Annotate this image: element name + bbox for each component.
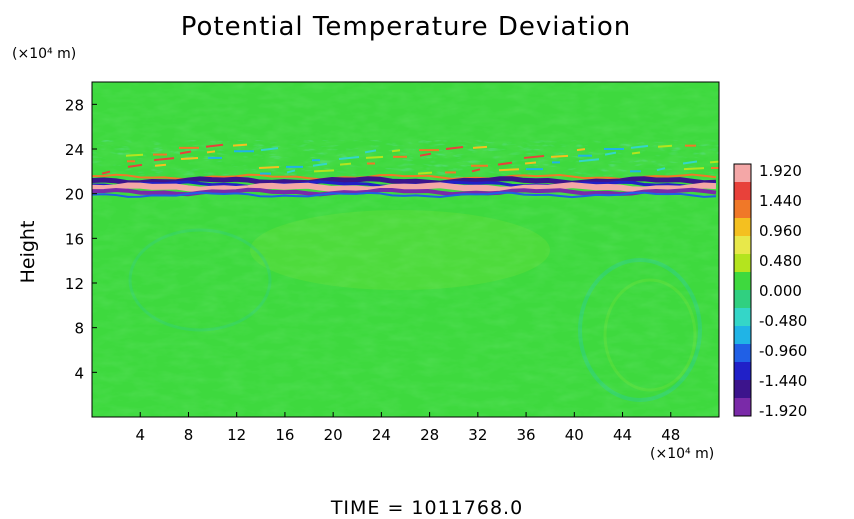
y-tick-label: 4 xyxy=(74,364,84,382)
heatmap-wave xyxy=(683,167,705,171)
heatmap-band xyxy=(92,191,717,199)
colorbar-swatch xyxy=(734,236,751,255)
colorbar-tick-label: -0.960 xyxy=(759,342,807,360)
heatmap-wave xyxy=(286,169,296,174)
x-tick-label: 44 xyxy=(613,426,632,444)
y-tick-label: 24 xyxy=(65,141,84,159)
heatmap-field xyxy=(92,82,719,417)
heatmap-wave xyxy=(258,165,280,169)
heatmap-wave xyxy=(576,148,586,152)
heatmap-wave xyxy=(498,168,520,172)
heatmap-wave xyxy=(471,168,481,173)
y-axis-label: Height xyxy=(17,220,39,284)
colorbar-swatch xyxy=(734,182,751,201)
x-tick-label: 28 xyxy=(420,426,439,444)
colorbar-swatch xyxy=(734,380,751,399)
x-tick-label: 20 xyxy=(324,426,343,444)
colorbar-swatch xyxy=(734,218,751,237)
heatmap-wave xyxy=(578,158,600,163)
heatmap-wave xyxy=(472,145,488,149)
x-tick-label: 48 xyxy=(661,426,680,444)
chart-title: Potential Temperature Deviation xyxy=(180,12,632,42)
heatmap-wave xyxy=(523,154,545,159)
y-axis: 4 8 12 16 20 24 28 xyxy=(65,96,97,382)
heatmap-wave xyxy=(364,149,377,154)
y-unit-label: (×10⁴ m) xyxy=(12,46,77,62)
x-axis: 4 8 12 16 20 24 28 32 36 40 44 48 xyxy=(135,412,680,444)
heatmap-wave xyxy=(682,160,698,165)
colorbar-swatch xyxy=(734,344,751,363)
heatmap-wave xyxy=(101,170,111,175)
colorbar-tick-label: -1.440 xyxy=(759,372,807,390)
heatmap-wave xyxy=(313,169,335,173)
heatmap-wave xyxy=(657,144,673,148)
heatmap-wave xyxy=(550,154,569,158)
x-unit-label: (×10⁴ m) xyxy=(650,446,715,462)
colorbar-tick-label: -0.480 xyxy=(759,312,807,330)
colorbar-swatch xyxy=(734,254,751,273)
x-tick-label: 24 xyxy=(372,426,391,444)
colorbar-swatch xyxy=(734,164,751,183)
heatmap-wave xyxy=(419,152,432,157)
heatmap-wave xyxy=(179,150,192,155)
colorbar-swatch xyxy=(734,200,751,219)
colorbar-tick-label: 1.440 xyxy=(759,192,802,210)
heatmap-wave xyxy=(709,160,719,164)
heatmap-wave xyxy=(604,151,617,156)
heatmap-wave xyxy=(232,143,248,147)
colorbar-swatch xyxy=(734,290,751,309)
heatmap-wave xyxy=(338,156,360,161)
plot-frame xyxy=(91,81,720,418)
heatmap-wave xyxy=(154,163,167,167)
heatmap-wave xyxy=(125,153,144,157)
heatmap-wave xyxy=(497,161,513,166)
colorbar-swatch xyxy=(734,272,751,291)
colorbar-frame xyxy=(733,163,752,417)
heatmap-wave xyxy=(206,150,216,154)
x-tick-label: 16 xyxy=(275,426,294,444)
heatmap-wave xyxy=(127,163,143,168)
colorbar: 1.920 1.440 0.960 0.480 0.000 -0.480 -0.960 -1.… xyxy=(733,162,807,420)
heatmap-band xyxy=(92,182,717,193)
x-tick-label: 12 xyxy=(227,426,246,444)
heatmap-wave xyxy=(524,161,537,165)
heatmap-wave xyxy=(260,147,279,152)
heatmap-wave xyxy=(391,149,401,153)
y-tick-label: 28 xyxy=(65,96,84,114)
x-tick-label: 4 xyxy=(135,426,145,444)
heatmap-wave xyxy=(205,143,224,148)
colorbar-tick-label: 0.000 xyxy=(759,282,802,300)
heatmap-wave xyxy=(656,167,666,172)
colorbar-swatch xyxy=(734,398,751,417)
heatmap-wave xyxy=(445,146,464,150)
heatmap-wave xyxy=(339,162,352,166)
x-tick-label: 8 xyxy=(184,426,194,444)
x-tick-label: 36 xyxy=(517,426,536,444)
colorbar-tick-label: 1.920 xyxy=(759,162,802,180)
heatmap-wave xyxy=(312,162,328,167)
x-tick-label: 40 xyxy=(565,426,584,444)
heatmap-band xyxy=(92,176,717,186)
heatmap-wave xyxy=(153,157,175,162)
time-label: TIME = 1011768.0 xyxy=(330,497,524,519)
y-tick-label: 12 xyxy=(65,275,84,293)
y-tick-label: 16 xyxy=(65,230,84,248)
x-tick-label: 32 xyxy=(468,426,487,444)
y-tick-label: 8 xyxy=(74,320,84,338)
colorbar-tick-label: -1.920 xyxy=(759,402,807,420)
y-tick-label: 20 xyxy=(65,186,84,204)
heatmap-wave xyxy=(365,155,384,159)
heatmap-wave xyxy=(630,144,649,149)
colorbar-swatch xyxy=(734,326,751,345)
colorbar-tick-label: 0.480 xyxy=(759,252,802,270)
heatmap-wave xyxy=(631,151,641,155)
heatmap-wave xyxy=(180,157,199,161)
colorbar-swatch xyxy=(734,362,751,381)
heatmap-wave xyxy=(417,171,433,175)
colorbar-swatch xyxy=(734,308,751,327)
colorbar-tick-label: 0.960 xyxy=(759,222,802,240)
